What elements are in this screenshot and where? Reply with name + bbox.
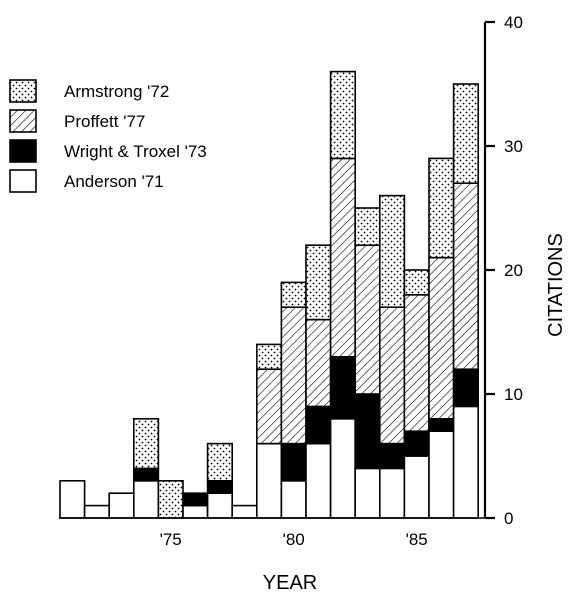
y-axis: 0 10 20 30 40 [483,13,523,528]
bar-segment [354,244,381,395]
bar-segment [280,479,307,519]
bar-segment [206,479,234,494]
bar-segment [305,318,332,408]
bar-segment [157,479,184,519]
bar-segment [452,182,480,370]
bar-segment [452,368,480,408]
legend: Armstrong '72 Proffett '77 Wright & Troxel… [9,79,207,193]
bar-segment [378,194,406,309]
legend-swatch [9,169,37,193]
bar-segment [255,442,283,519]
bar-segment [305,244,332,321]
bar-segment [255,343,283,370]
bar-segment [378,467,406,519]
bar-segment [428,157,455,259]
y-tick-label: 0 [504,509,513,528]
bar-segment [452,405,480,519]
bar-segment [83,504,110,519]
y-tick-label: 40 [504,13,523,32]
bar-segment [378,442,406,470]
bar-segment [59,479,86,519]
y-axis-title: CITATIONS [545,233,567,337]
legend-label: Armstrong '72 [64,82,169,101]
bar-segment [329,70,357,160]
bar-segment [403,430,430,457]
bar-segment [231,504,258,519]
bar-segment [280,281,307,308]
bar-segment [403,269,430,296]
bar-segment [182,492,209,507]
x-tick-label: '75 [160,530,182,549]
x-tick-label: '80 [283,530,305,549]
y-tick-label: 20 [504,261,523,280]
bar-segment [428,256,455,420]
bar-segment [428,430,455,519]
bar-segment [305,442,332,519]
y-tick-label: 10 [504,385,523,404]
bar-segment [329,355,357,420]
y-tick-label: 30 [504,137,523,156]
bar-segment [133,479,160,519]
bar-segment [133,467,160,482]
bar-segment [354,207,381,247]
bar-segment [182,504,209,519]
bar-segment [403,293,430,432]
bar-segment [329,417,357,519]
bar-segment [452,83,480,184]
bar-segment [108,492,135,519]
bar-segment [428,417,455,432]
legend-label: Anderson '71 [64,172,164,191]
bar-segment [354,467,381,519]
legend-swatch [9,79,37,103]
x-tick-label: '85 [406,530,428,549]
legend-label: Wright & Troxel '73 [64,142,207,161]
bar-segment [255,368,283,445]
bar-segment [206,442,234,482]
bar-segment [403,455,430,519]
bars-group [59,70,480,519]
legend-swatch [9,109,37,133]
bar-segment [378,306,406,445]
bar-segment [305,405,332,445]
bar-segment [133,417,160,470]
x-axis-title: YEAR [263,572,317,594]
bar-segment [206,492,234,519]
legend-swatch [9,139,37,163]
bar-segment [329,157,357,358]
bar-segment [280,442,307,482]
x-axis-ticks: '75 '80 '85 [160,530,428,549]
bar-segment [280,306,307,445]
legend-label: Proffett '77 [64,112,145,131]
bar-segment [354,393,381,470]
